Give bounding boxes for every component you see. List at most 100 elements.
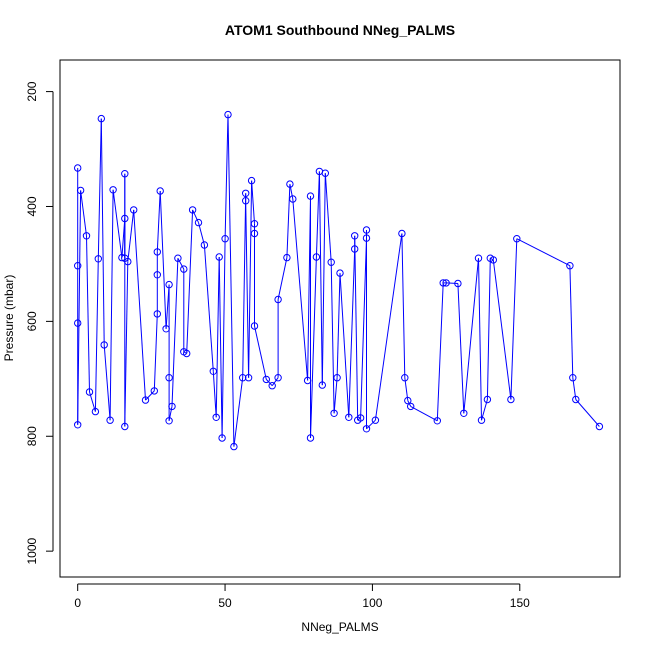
series-segment — [315, 171, 320, 258]
data-point — [407, 402, 415, 411]
series-segment — [330, 262, 335, 414]
data-point — [474, 254, 483, 262]
data-point — [168, 402, 176, 411]
data-point — [165, 374, 173, 382]
data-point — [153, 248, 162, 256]
series-segment — [292, 198, 309, 381]
data-point — [121, 170, 129, 178]
y-tick-label: 1000 — [25, 537, 39, 564]
series-segment — [215, 256, 220, 418]
series-segment — [404, 377, 409, 401]
data-point — [566, 262, 574, 270]
series-segment — [510, 238, 518, 400]
series-segment — [186, 209, 194, 354]
series-segment — [198, 222, 205, 246]
series-segment — [360, 238, 367, 418]
series-segment — [569, 265, 574, 378]
series-segment — [271, 377, 279, 386]
data-point — [442, 279, 450, 287]
data-point — [165, 417, 173, 425]
data-point — [303, 376, 312, 385]
data-point — [362, 425, 371, 433]
series-segment — [177, 257, 185, 270]
series-segment — [410, 405, 438, 422]
series-segment — [286, 184, 291, 258]
data-point — [212, 413, 220, 421]
data-point — [106, 416, 114, 424]
data-point — [85, 388, 94, 396]
series-segment — [94, 258, 99, 412]
data-point — [572, 395, 580, 404]
y-tick-label: 400 — [25, 196, 39, 216]
data-point — [165, 280, 173, 289]
series-segment — [221, 238, 226, 439]
data-point — [351, 232, 359, 240]
data-point — [124, 257, 132, 266]
series-segment — [324, 173, 332, 263]
data-point — [247, 176, 256, 185]
series-segment — [436, 282, 444, 421]
series-segment — [227, 114, 235, 447]
series-segment — [289, 184, 294, 200]
data-point — [100, 341, 108, 349]
data-point — [215, 253, 223, 261]
series-segment — [516, 238, 571, 267]
series-segment — [478, 258, 482, 421]
data-point — [286, 180, 294, 188]
series-segment — [333, 377, 338, 414]
data-point — [121, 214, 129, 223]
series-segment — [457, 283, 465, 414]
series-segment — [254, 325, 267, 380]
series-segment — [212, 371, 217, 418]
data-point — [283, 253, 291, 262]
series-lines — [77, 114, 600, 447]
data-point — [404, 396, 412, 405]
data-point — [333, 374, 341, 382]
series-segment — [124, 261, 129, 427]
series-segment — [486, 258, 491, 400]
y-axis-label: Pressure (mbar) — [2, 275, 16, 362]
data-point — [362, 234, 371, 242]
series-segment — [127, 209, 135, 262]
data-point — [242, 189, 250, 198]
data-point — [274, 374, 282, 382]
data-point — [82, 232, 91, 240]
series-segment — [224, 114, 229, 239]
series-segment — [463, 258, 479, 414]
series-segment — [366, 419, 376, 430]
data-point — [306, 192, 315, 200]
data-point — [130, 206, 138, 214]
series-segment — [145, 390, 155, 401]
series-segment — [401, 233, 406, 378]
x-tick-label: 100 — [362, 596, 382, 610]
series-segment — [86, 235, 90, 393]
data-point — [362, 226, 371, 234]
data-point — [141, 396, 150, 404]
data-point — [244, 374, 253, 382]
data-point — [153, 310, 162, 318]
data-point — [477, 416, 486, 424]
data-point — [351, 245, 359, 253]
data-point — [312, 253, 321, 261]
series-segment — [575, 399, 600, 427]
data-point — [242, 197, 250, 205]
data-point — [250, 220, 259, 228]
series-segment — [245, 200, 250, 378]
data-point — [224, 110, 232, 119]
data-point — [454, 279, 462, 288]
data-point — [188, 206, 197, 214]
data-point — [433, 417, 441, 425]
series-segment — [112, 189, 123, 258]
data-point — [109, 186, 117, 194]
data-point — [398, 229, 406, 238]
data-point — [513, 235, 521, 243]
x-axis: 0 50 100 150 — [74, 583, 530, 610]
series-segment — [233, 377, 244, 447]
series-segment — [248, 180, 253, 378]
series-segment — [318, 171, 323, 386]
data-point — [262, 375, 270, 384]
data-point — [483, 395, 492, 404]
data-point — [183, 349, 191, 358]
series-segment — [492, 259, 512, 400]
